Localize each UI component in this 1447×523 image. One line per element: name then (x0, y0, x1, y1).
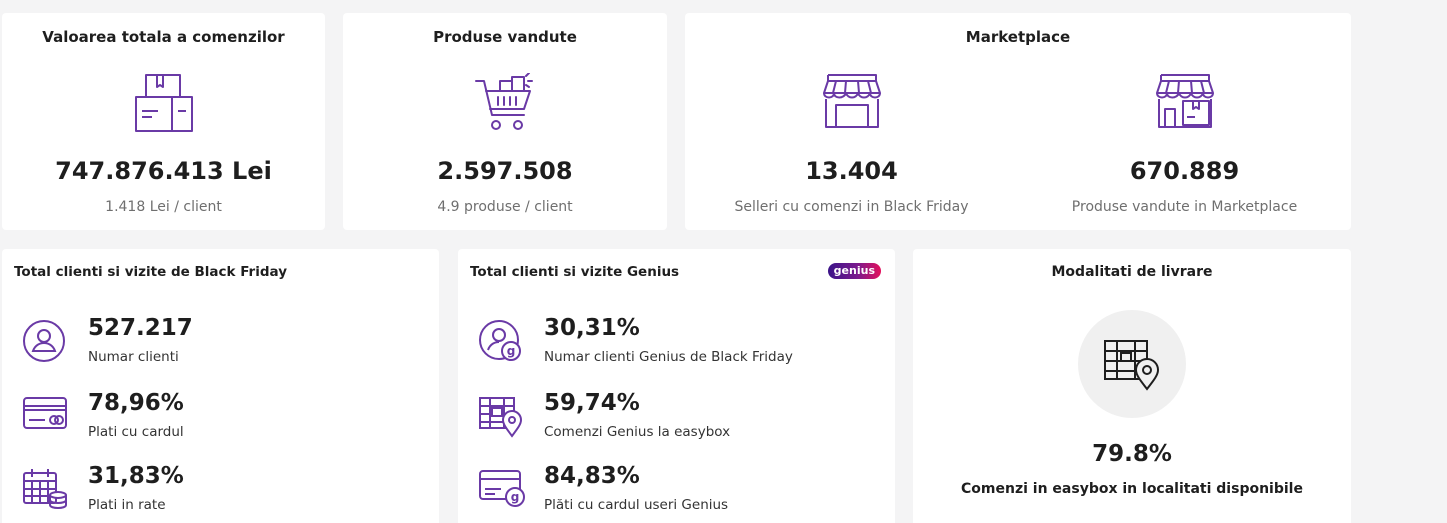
marketplace-products: 670.889 Produse vandute in Marketplace (1018, 13, 1351, 230)
stat-row: g 84,83% Plăti cu cardul useri Genius (476, 463, 876, 523)
stat-label: Comenzi Genius la easybox (544, 424, 731, 440)
svg-text:g: g (511, 490, 520, 504)
easybox-location-icon (1103, 337, 1161, 391)
svg-text:g: g (507, 344, 516, 358)
stat-value: 78,96% (88, 390, 184, 416)
store-products-icon (1155, 73, 1215, 129)
stat-label: Plati in rate (88, 497, 166, 513)
card-title: Marketplace (965, 28, 1071, 46)
calendar-coins-icon (22, 467, 68, 511)
easybox-location-icon (478, 394, 524, 438)
shopping-cart-icon (474, 73, 536, 135)
stat-value: 30,31% (544, 315, 640, 341)
boxes-icon (134, 73, 194, 135)
easybox-label: Comenzi in easybox in localitati disponi… (961, 481, 1303, 497)
stat-value: 527.217 (88, 315, 193, 341)
stat-label: Numar clienti Genius de Black Friday (544, 349, 793, 365)
stat-row: 59,74% Comenzi Genius la easybox (476, 390, 876, 450)
stat-label: Plăti cu cardul useri Genius (544, 497, 729, 513)
marketplace-sellers: 13.404 Selleri cu comenzi in Black Frida… (685, 13, 1018, 230)
sellers-label: Selleri cu comenzi in Black Friday (734, 199, 969, 215)
stat-value: 59,74% (544, 390, 640, 416)
card-marketplace: Marketplace 13.404 Selleri cu comenzi in… (685, 13, 1351, 230)
user-icon (22, 319, 66, 363)
genius-card-icon: g (478, 469, 526, 509)
card-clienti-black-friday: Total clienti si vizite de Black Friday … (2, 249, 439, 523)
stat-label: Numar clienti (88, 349, 179, 365)
easybox-percentage: 79.8% (1092, 441, 1172, 467)
total-value: 747.876.413 Lei (55, 157, 272, 185)
section-title: Total clienti si vizite de Black Friday (14, 264, 287, 280)
card-modalitati-livrare: Modalitati de livrare 79.8% Comenzi in e… (913, 249, 1351, 523)
storefront-icon (822, 73, 882, 129)
products-sold-value: 2.597.508 (437, 157, 573, 185)
stat-label: Plati cu cardul (88, 424, 184, 440)
card-title: Valoarea totala a comenzilor (42, 28, 285, 46)
sellers-value: 13.404 (805, 157, 898, 185)
card-title: Produse vandute (433, 28, 577, 46)
stat-row: 31,83% Plati in rate (20, 463, 420, 523)
card-produse-vandute: Produse vandute 2.597.508 4.9 produse / … (343, 13, 667, 230)
card-title: Modalitati de livrare (1051, 264, 1213, 280)
stat-row: 78,96% Plati cu cardul (20, 390, 420, 450)
card-valoarea-totala: Valoarea totala a comenzilor 747.876.413… (2, 13, 325, 230)
marketplace-products-value: 670.889 (1129, 157, 1240, 185)
products-per-client: 4.9 produse / client (437, 199, 573, 215)
per-client-value: 1.418 Lei / client (105, 199, 222, 215)
easybox-icon-circle (1078, 310, 1186, 418)
card-clienti-genius: Total clienti si vizite Genius genius g … (458, 249, 895, 523)
stat-value: 31,83% (88, 463, 184, 489)
genius-badge: genius (827, 263, 881, 279)
genius-user-icon: g (478, 319, 524, 365)
stat-value: 84,83% (544, 463, 640, 489)
section-title: Total clienti si vizite Genius (470, 264, 680, 280)
stat-row: g 30,31% Numar clienti Genius de Black F… (476, 315, 876, 375)
stat-row: 527.217 Numar clienti (20, 315, 420, 375)
credit-card-icon (22, 396, 68, 432)
marketplace-products-label: Produse vandute in Marketplace (1071, 199, 1298, 215)
